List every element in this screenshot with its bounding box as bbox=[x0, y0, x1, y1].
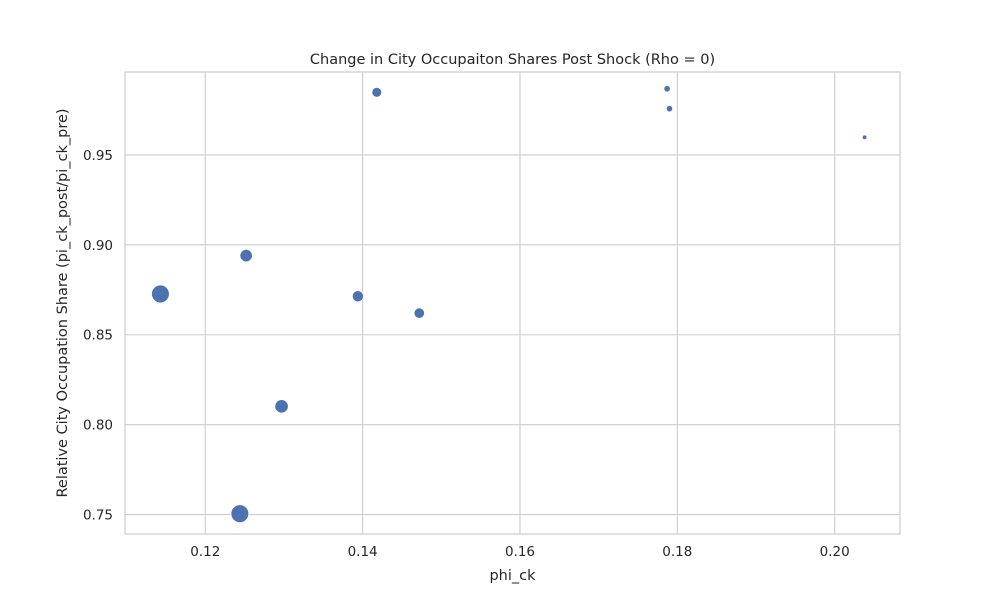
data-point bbox=[665, 104, 674, 113]
chart-title: Change in City Occupaiton Shares Post Sh… bbox=[310, 52, 715, 68]
x-tick-label: 0.16 bbox=[505, 544, 535, 560]
x-tick-label: 0.12 bbox=[190, 544, 220, 560]
data-point bbox=[274, 399, 289, 414]
data-point bbox=[413, 307, 426, 319]
y-tick-label: 0.80 bbox=[83, 418, 113, 434]
y-tick-label: 0.85 bbox=[83, 328, 113, 344]
data-point bbox=[371, 86, 383, 98]
y-tick-labels: 0.75 0.80 0.85 0.90 0.95 bbox=[83, 148, 113, 524]
data-points bbox=[150, 84, 868, 524]
data-point bbox=[239, 248, 253, 263]
y-tick-label: 0.95 bbox=[83, 148, 113, 164]
grid-lines bbox=[125, 72, 900, 534]
x-tick-label: 0.14 bbox=[348, 544, 378, 560]
x-tick-label: 0.20 bbox=[820, 544, 850, 560]
y-tick-label: 0.90 bbox=[83, 238, 113, 254]
data-point bbox=[861, 134, 868, 141]
data-point bbox=[663, 84, 671, 93]
x-tick-label: 0.18 bbox=[662, 544, 692, 560]
y-tick-label: 0.75 bbox=[83, 508, 113, 524]
x-axis-label: phi_ck bbox=[489, 568, 536, 584]
x-tick-labels: 0.12 0.14 0.16 0.18 0.20 bbox=[190, 544, 850, 560]
y-axis-label: Relative City Occupation Share (pi_ck_po… bbox=[55, 108, 71, 497]
data-point bbox=[230, 504, 250, 524]
data-point bbox=[351, 290, 365, 303]
data-point bbox=[150, 284, 170, 304]
plot-frame bbox=[124, 71, 901, 535]
